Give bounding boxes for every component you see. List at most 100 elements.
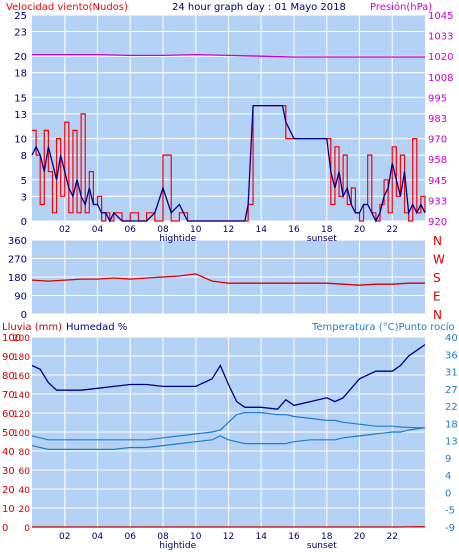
direction-compass-label: N <box>433 308 442 322</box>
humidity-y-tick-label: 50 <box>2 428 15 439</box>
humidity-y-tick-label: 30 <box>2 466 15 477</box>
x-tick-label: 12 <box>223 225 234 235</box>
rain-y-tick-label: 180 <box>13 353 30 363</box>
humidity-panel-series <box>31 344 426 528</box>
temperature-y-tick-label: 31 <box>445 368 458 379</box>
direction-y-tick-label: 360 <box>8 236 27 247</box>
x-tick-label: 10 <box>190 532 202 542</box>
graph-title: 24 hour graph day : 01 Mayo 2018 <box>172 2 346 13</box>
humidity-line <box>31 344 426 410</box>
x-tick-label: 06 <box>125 225 137 235</box>
wind-speed-label: Velocidad viento(Nudos) <box>6 2 128 13</box>
pressure-line <box>32 53 425 58</box>
x-tick-label: 12 <box>223 532 234 542</box>
x-tick-label: 16 <box>288 225 300 235</box>
temperature-y-tick-label: 4 <box>445 471 451 482</box>
x-tick-label: 14 <box>256 532 268 542</box>
pressure-y-tick-label: 1045 <box>428 11 453 22</box>
temperature-label: Temperatura (°C)Punto rocío <box>311 321 455 333</box>
temperature-y-tick-label: 40 <box>445 333 458 344</box>
rain-y-tick-label: 140 <box>13 391 30 401</box>
humidity-y-tick-label: 40 <box>2 447 15 458</box>
wind-average-line <box>31 104 426 223</box>
rain-y-tick-label: 100 <box>13 429 30 439</box>
pressure-y-tick-label: 933 <box>428 196 447 207</box>
pressure-y-tick-label: 920 <box>428 217 447 228</box>
x-tick-label: 20 <box>354 225 366 235</box>
temperature-y-tick-label: 22 <box>445 402 458 413</box>
rain-y-tick-label: 60 <box>19 467 31 477</box>
rain-y-tick-label: 200 <box>13 334 30 344</box>
rain-y-tick-label: 120 <box>13 410 30 420</box>
humidity-y-tick-label: 70 <box>2 390 15 401</box>
direction-compass-label: S <box>433 271 441 285</box>
rain-y-tick-label: 40 <box>19 486 31 496</box>
temperature-y-tick-label: 9 <box>445 454 451 465</box>
dew-point-line <box>31 427 426 450</box>
x-tick-label: 22 <box>387 532 398 542</box>
x-tick-label: 18 <box>321 225 333 235</box>
x-tick-label: 14 <box>256 225 268 235</box>
temperature-y-tick-label: 18 <box>445 419 458 430</box>
sunset-marker: sunset <box>307 234 337 244</box>
x-tick-label: 08 <box>157 532 169 542</box>
wind-y-tick-label: 13 <box>14 110 27 121</box>
humidity-y-tick-label: 20 <box>2 485 15 496</box>
wind-y-tick-label: 0 <box>21 217 27 228</box>
pressure-y-tick-label: 1020 <box>428 52 453 63</box>
wind-y-tick-label: 18 <box>14 69 27 80</box>
humidity-y-tick-label: 80 <box>2 371 15 382</box>
wind-panel-axes: 0 3 5 8 10 13 15 18 20 23 25 920 933 945 958 970 983 995 1… <box>14 11 453 228</box>
temperature-y-tick-label: 27 <box>445 385 458 396</box>
rain-y-tick-label: 80 <box>19 448 31 458</box>
temperature-y-tick-label: 0 <box>445 488 451 499</box>
direction-compass-label: E <box>433 290 441 304</box>
x-axis-labels: 02 04 06 08 10 12 14 16 18 20 22 hightide sunset 02 04… <box>59 225 398 551</box>
x-tick-label: 02 <box>59 225 70 235</box>
wind-y-tick-label: 20 <box>14 52 27 63</box>
wind-panel-series <box>31 53 426 223</box>
x-tick-label: 10 <box>190 225 202 235</box>
direction-y-tick-label: 0 <box>21 310 27 321</box>
x-tick-label: 04 <box>92 532 104 542</box>
wind-y-tick-label: 23 <box>14 27 27 38</box>
humidity-panel-grid <box>32 336 425 528</box>
x-tick-label: 08 <box>157 225 169 235</box>
pressure-y-tick-label: 970 <box>428 135 447 146</box>
direction-compass-label: W <box>433 253 445 267</box>
temperature-y-tick-label: -5 <box>445 506 455 517</box>
direction-y-tick-label: 90 <box>14 292 27 303</box>
x-tick-label: 02 <box>59 532 70 542</box>
temperature-y-tick-label: 36 <box>445 350 458 361</box>
humidity-y-tick-label: 60 <box>2 409 15 420</box>
humidity-y-tick-label: 0 <box>2 523 8 534</box>
humidity-y-tick-label: 90 <box>2 352 15 363</box>
humidity-label: Humedad % <box>66 322 127 333</box>
rain-y-tick-label: 0 <box>24 524 30 534</box>
pressure-y-tick-label: 983 <box>428 114 447 125</box>
x-tick-label: 20 <box>354 532 366 542</box>
temperature-line <box>31 412 425 441</box>
x-tick-label: 06 <box>125 532 137 542</box>
temperature-y-tick-label: 13 <box>445 437 458 448</box>
pressure-y-tick-label: 1008 <box>428 73 453 84</box>
pressure-y-tick-label: 1033 <box>428 32 453 43</box>
direction-y-tick-label: 180 <box>8 273 27 284</box>
direction-y-tick-label: 270 <box>8 255 27 266</box>
x-tick-label: 16 <box>288 532 300 542</box>
pressure-label: Presión(hPa) <box>370 1 432 13</box>
wind-y-tick-label: 25 <box>14 11 27 22</box>
wind-y-tick-label: 5 <box>21 176 27 187</box>
pressure-y-tick-label: 995 <box>428 93 447 104</box>
rain-label: Lluvia (mm) <box>2 322 62 333</box>
hightide-marker: hightide <box>159 541 196 551</box>
x-tick-label: 22 <box>387 225 398 235</box>
rain-y-tick-label: 20 <box>19 505 31 515</box>
direction-panel-series <box>31 273 425 286</box>
direction-compass-label: N <box>433 234 442 248</box>
wind-y-tick-label: 10 <box>14 135 27 146</box>
wind-y-tick-label: 15 <box>14 93 27 104</box>
